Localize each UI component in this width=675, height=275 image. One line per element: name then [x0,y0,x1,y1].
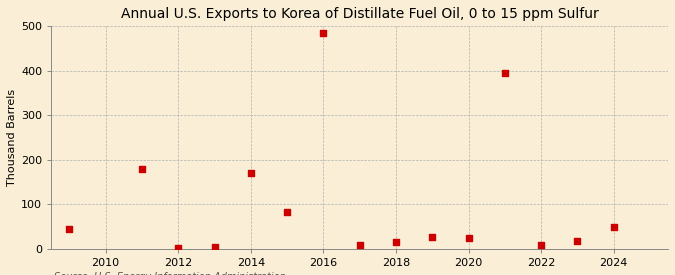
Point [572,239,583,244]
Point [318,31,329,35]
Y-axis label: Thousand Barrels: Thousand Barrels [7,89,17,186]
Point [608,225,619,229]
Point [354,242,365,247]
Point [536,242,547,247]
Point [246,171,256,175]
Point [64,227,75,231]
Point [463,236,474,240]
Point [173,246,184,250]
Title: Annual U.S. Exports to Korea of Distillate Fuel Oil, 0 to 15 ppm Sulfur: Annual U.S. Exports to Korea of Distilla… [121,7,599,21]
Point [209,244,220,249]
Point [427,234,437,239]
Point [391,240,402,244]
Text: Source: U.S. Energy Information Administration: Source: U.S. Energy Information Administ… [54,273,286,275]
Point [281,210,292,215]
Point [500,71,510,75]
Point [136,167,147,171]
